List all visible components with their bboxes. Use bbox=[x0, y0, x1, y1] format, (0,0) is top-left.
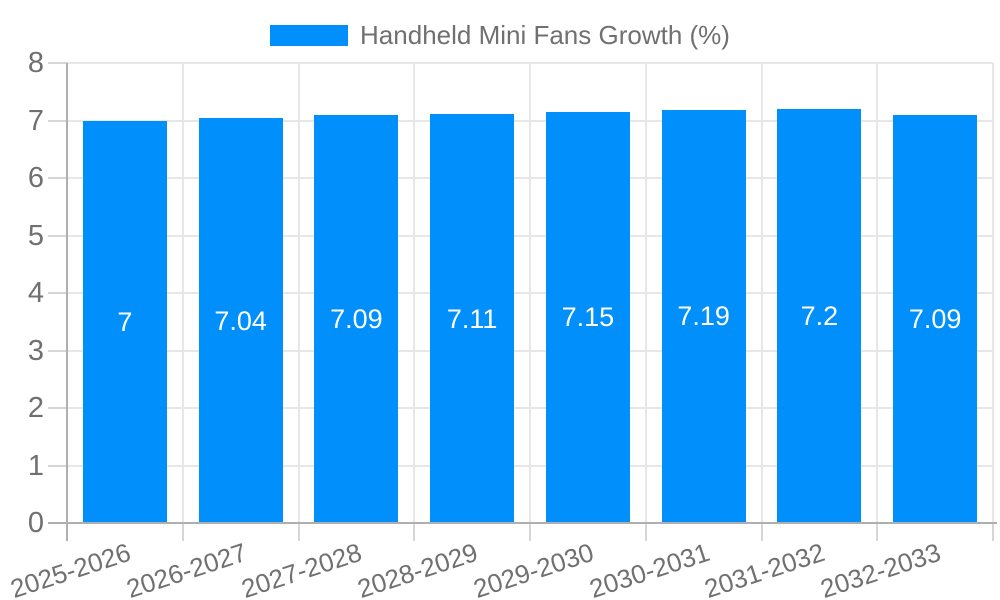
x-axis-label: 2026-2027 bbox=[122, 537, 250, 600]
bar-2026-2027[interactable] bbox=[198, 118, 283, 523]
x-axis-label: 2027-2028 bbox=[238, 537, 366, 600]
bar-value-label: 7.15 bbox=[561, 302, 615, 333]
x-tick bbox=[992, 523, 994, 541]
y-axis-label: 5 bbox=[27, 219, 44, 252]
y-axis-label: 2 bbox=[27, 392, 44, 424]
x-gridline bbox=[760, 63, 763, 523]
bar-2032-2033[interactable] bbox=[893, 115, 978, 523]
y-axis-label: 7 bbox=[27, 104, 44, 137]
x-tick bbox=[876, 523, 879, 541]
bar-2030-2031[interactable] bbox=[661, 109, 746, 523]
y-tick bbox=[48, 234, 67, 237]
y-axis-label: 0 bbox=[27, 507, 44, 539]
y-axis-label: 4 bbox=[27, 277, 44, 309]
x-gridline bbox=[181, 63, 184, 523]
x-gridline bbox=[413, 63, 416, 523]
bar-2031-2032[interactable] bbox=[777, 109, 862, 523]
y-axis-label: 6 bbox=[27, 162, 44, 194]
bar-2028-2029[interactable] bbox=[430, 114, 515, 523]
y-axis-label: 8 bbox=[27, 47, 44, 79]
x-tick bbox=[297, 523, 300, 541]
x-axis-label: 2025-2026 bbox=[6, 537, 135, 600]
chart-legend: Handheld Mini Fans Growth (%) bbox=[0, 20, 1000, 50]
x-tick bbox=[529, 523, 531, 541]
y-axis-label: 3 bbox=[27, 334, 44, 367]
x-gridline bbox=[297, 63, 300, 523]
bar-value-label: 7.11 bbox=[446, 303, 498, 334]
bar-2029-2030[interactable] bbox=[545, 111, 630, 523]
legend-label: Handheld Mini Fans Growth (%) bbox=[360, 20, 730, 50]
y-tick bbox=[48, 407, 67, 409]
x-gridline bbox=[992, 63, 994, 523]
x-axis-label: 2030-2031 bbox=[585, 537, 713, 600]
x-tick bbox=[66, 523, 68, 541]
y-tick bbox=[48, 464, 67, 467]
x-axis-label: 2029-2030 bbox=[469, 537, 598, 600]
bar-value-label: 7.04 bbox=[214, 305, 267, 336]
x-axis-label: 2028-2029 bbox=[353, 537, 482, 600]
x-tick bbox=[181, 523, 184, 541]
legend-item[interactable]: Handheld Mini Fans Growth (%) bbox=[270, 20, 730, 50]
y-axis-line bbox=[66, 63, 68, 523]
bar-value-label: 7 bbox=[117, 306, 133, 337]
bar-2025-2026[interactable] bbox=[82, 120, 167, 523]
x-axis-label: 2031-2032 bbox=[701, 537, 829, 600]
legend-swatch-icon bbox=[270, 24, 349, 46]
y-tick bbox=[48, 62, 67, 64]
y-tick bbox=[48, 292, 67, 294]
x-tick bbox=[413, 523, 416, 541]
bar-value-label: 7.19 bbox=[677, 301, 730, 332]
x-gridline bbox=[876, 63, 879, 523]
x-tick bbox=[760, 523, 763, 541]
x-gridline bbox=[529, 63, 531, 523]
bar-value-label: 7.09 bbox=[330, 304, 383, 335]
y-axis-label: 1 bbox=[27, 449, 44, 482]
x-axis-line bbox=[48, 522, 997, 524]
y-tick bbox=[48, 119, 67, 122]
y-tick bbox=[48, 177, 67, 179]
y-tick bbox=[48, 349, 67, 352]
x-gridline bbox=[644, 63, 647, 523]
bar-2027-2028[interactable] bbox=[314, 115, 399, 523]
x-axis-label: 2032-2033 bbox=[816, 537, 945, 600]
bar-value-label: 7.09 bbox=[908, 304, 962, 335]
x-tick bbox=[644, 523, 647, 541]
bar-value-label: 7.2 bbox=[800, 301, 839, 331]
